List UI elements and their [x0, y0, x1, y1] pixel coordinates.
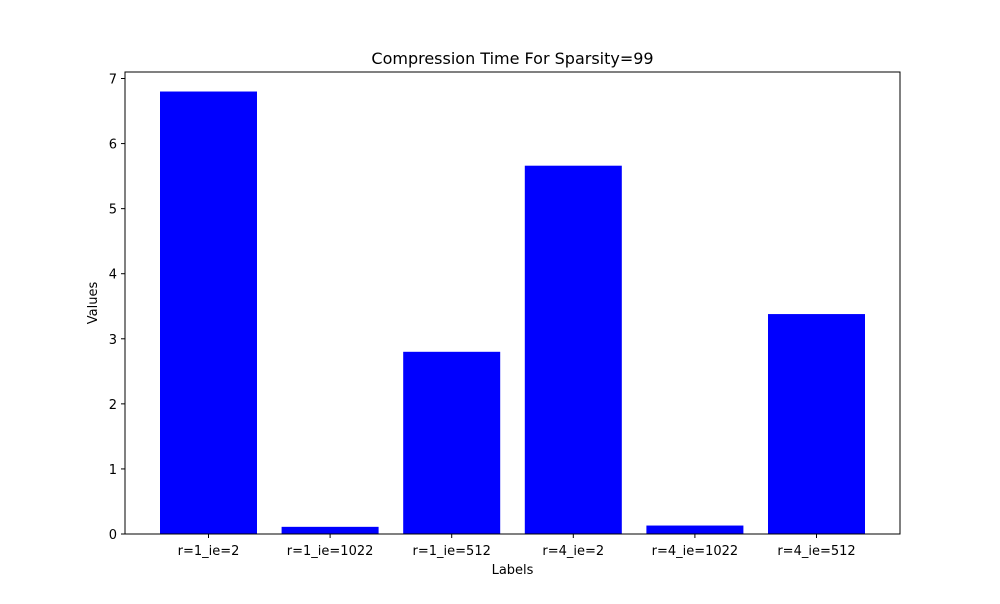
y-tick-label: 7	[109, 73, 117, 88]
bar-5	[768, 314, 865, 534]
chart-title: Compression Time For Sparsity=99	[371, 49, 653, 68]
x-tick-label: r=1_ie=2	[178, 544, 240, 559]
bar-1	[281, 526, 379, 534]
plot-area-frame	[124, 71, 901, 535]
x-tick-label: r=1_ie=1022	[287, 544, 374, 559]
bar-4	[646, 525, 744, 534]
y-tick-label: 2	[109, 398, 117, 413]
x-tick-label: r=1_ie=512	[413, 544, 491, 559]
y-tick-label: 1	[109, 463, 117, 478]
bar-3	[524, 165, 622, 534]
y-axis-label: Values	[86, 282, 101, 325]
x-tick-label: r=4_ie=2	[542, 544, 604, 559]
x-axis-label: Labels	[492, 563, 534, 578]
y-tick-label: 5	[109, 203, 117, 218]
x-axis-ticks: r=1_ie=2 r=1_ie=1022 r=1_ie=512 r=4_ie=2 r=4…	[178, 534, 856, 559]
x-tick-label: r=4_ie=1022	[652, 544, 739, 559]
y-tick-label: 4	[109, 268, 117, 283]
y-tick-label: 3	[109, 333, 117, 348]
y-axis-ticks: 0 1 2 3 4 5 6 7	[109, 73, 125, 543]
bar-2	[403, 351, 501, 534]
bars-group	[160, 91, 865, 535]
bar-0	[160, 91, 257, 535]
y-tick-label: 6	[109, 138, 117, 153]
y-tick-label: 0	[109, 528, 117, 543]
x-tick-label: r=4_ie=512	[777, 544, 855, 559]
